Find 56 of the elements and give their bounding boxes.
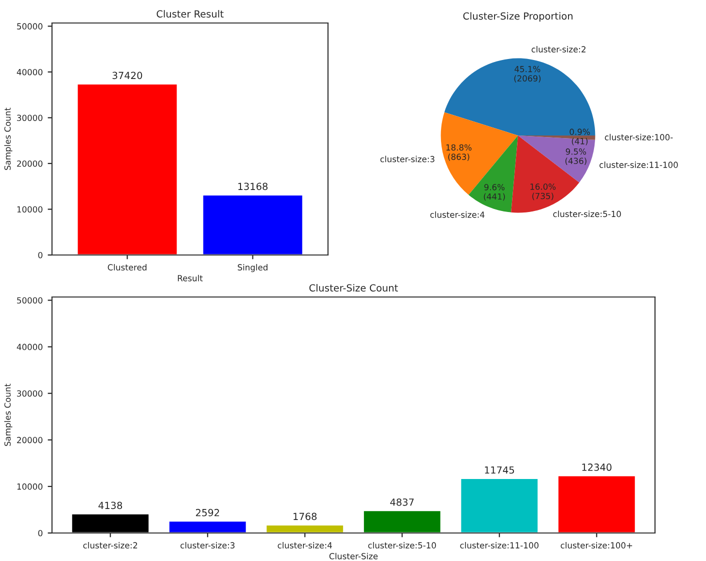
chart-title: Cluster Result	[156, 10, 224, 18]
y-tick-label: 50000	[17, 23, 42, 30]
x-tick-label: Clustered	[108, 264, 146, 270]
data-label: 2592	[196, 508, 220, 516]
pie-slice	[440, 112, 518, 195]
y-tick-label: 40000	[16, 68, 42, 76]
data-label: 16.0% (735)	[530, 184, 556, 200]
y-tick-label: 20000	[17, 160, 42, 167]
y-tick-label: 0	[38, 530, 42, 536]
x-tick-label: cluster-size:3	[180, 542, 234, 548]
y-tick-label: 10000	[17, 483, 42, 490]
slice-label: cluster-size:100-	[604, 134, 673, 140]
y-tick-label: 30000	[17, 114, 42, 122]
chart-title: Cluster-Size Proportion	[463, 12, 572, 22]
data-label: 45.1% (2069)	[514, 66, 541, 83]
slice-label: cluster-size:4	[430, 211, 484, 218]
y-tick-label: 20000	[17, 436, 42, 444]
data-label: 37420	[112, 72, 142, 80]
x-tick-label: cluster-size:4	[278, 542, 332, 548]
y-axis-title: Samples Count	[4, 108, 12, 170]
slice-label: cluster-size:11-100	[600, 162, 678, 168]
x-tick-label: cluster-size:100+	[560, 542, 632, 548]
data-label: 11745	[484, 466, 514, 474]
y-tick-label: 50000	[17, 297, 42, 304]
chart-title: Cluster-Size Count	[309, 284, 398, 292]
pie-slice	[444, 58, 596, 136]
pie-slice	[518, 136, 596, 182]
x-tick-label: Singled	[238, 264, 268, 272]
data-label: 12340	[582, 464, 612, 471]
y-tick-label: 10000	[17, 206, 42, 213]
data-label: 0.9% (41)	[570, 128, 590, 146]
data-label: 13168	[238, 182, 268, 190]
slice-label: cluster-size:2	[532, 46, 586, 52]
y-tick-label: 0	[38, 252, 42, 258]
data-label: 4837	[390, 498, 414, 506]
bar	[265, 524, 344, 533]
data-label: 18.8% (863)	[446, 144, 472, 161]
data-label: 9.5% (436)	[565, 148, 586, 166]
x-axis-title: Cluster-Size	[329, 552, 378, 560]
y-axis-title: Samples Count	[4, 384, 12, 446]
x-tick-label: cluster-size:2	[83, 542, 138, 548]
bar	[70, 513, 150, 533]
x-axis-title: Result	[178, 274, 203, 282]
slice-label: cluster-size:3	[380, 156, 434, 162]
y-tick-label: 30000	[17, 390, 42, 397]
bar	[362, 510, 442, 533]
data-label: 1768	[294, 512, 317, 520]
data-label: 9.6% (441)	[484, 184, 505, 201]
data-label: 4138	[98, 502, 122, 510]
bar	[168, 520, 248, 533]
slice-label: cluster-size:5-10	[553, 210, 621, 218]
y-tick-label: 40000	[16, 344, 42, 350]
bar	[460, 478, 539, 533]
x-tick-label: cluster-size:11-100	[460, 542, 538, 548]
x-tick-label: cluster-size:5-10	[368, 542, 436, 548]
bar	[557, 474, 636, 533]
